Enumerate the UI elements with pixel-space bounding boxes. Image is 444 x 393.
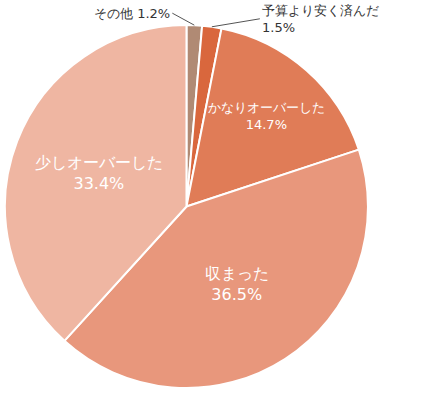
svg-text:収まった36.5%: 収まった36.5%	[205, 264, 269, 304]
svg-text:かなりオーバーした14.7%: かなりオーバーした14.7%	[208, 100, 325, 132]
svg-text:その他 1.2%: その他 1.2%	[94, 6, 170, 21]
svg-text:予算より安く済んだ1.5%: 予算より安く済んだ1.5%	[262, 3, 379, 35]
svg-text:少しオーバーした33.4%: 少しオーバーした33.4%	[35, 153, 163, 193]
